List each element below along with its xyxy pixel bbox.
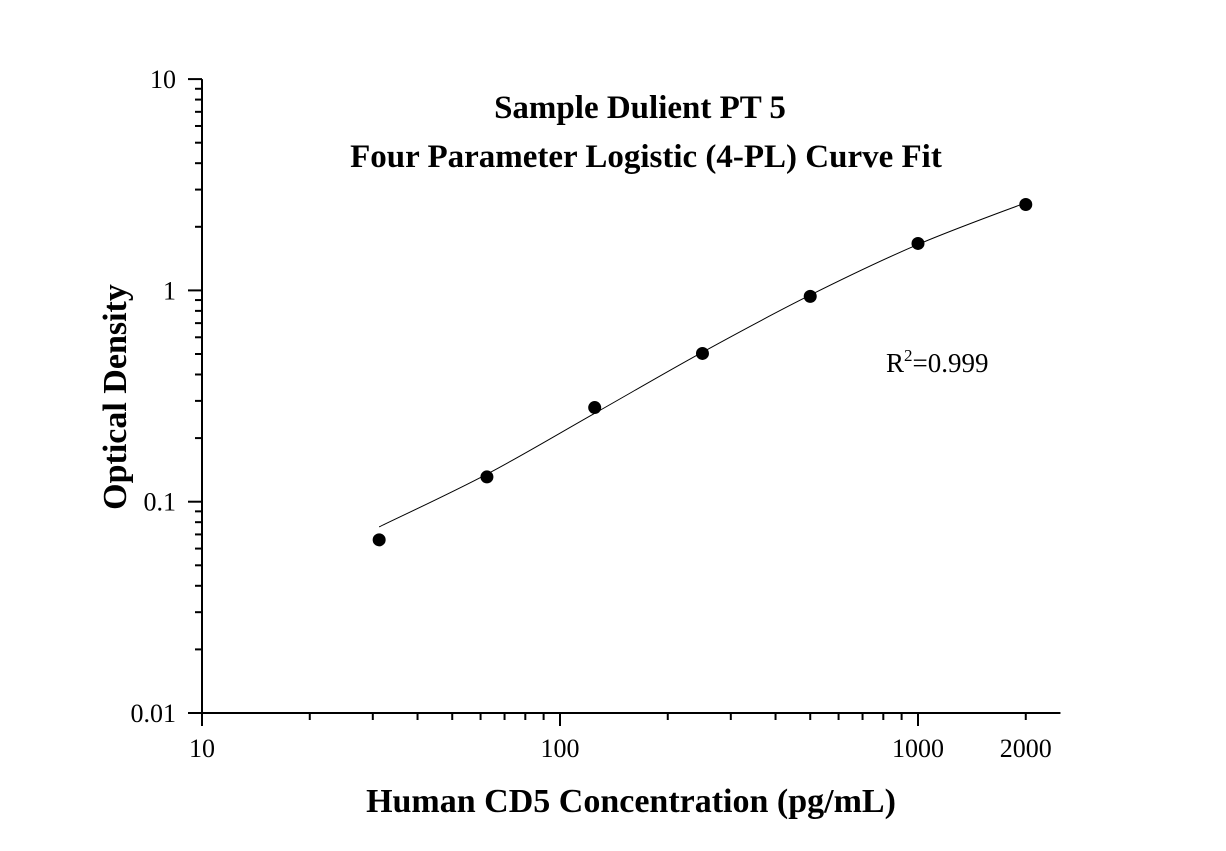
data-point [1019,197,1033,211]
data-point [480,470,494,484]
y-tick-label: 0.1 [144,488,177,517]
x-axis-label: Human CD5 Concentration (pg/mL) [366,783,896,820]
y-axis-label: Optical Density [97,284,134,510]
tick-labels: 10 100 1000 2000 0.01 0.1 1 10 [131,65,1052,763]
y-tick-label: 0.01 [131,699,177,728]
data-point [695,346,709,360]
y-tick-label: 10 [150,65,176,94]
data-points [372,197,1033,547]
data-point [803,289,817,303]
x-tick-label: 10 [189,734,215,763]
data-point [588,401,602,415]
data-point [911,236,925,250]
r-squared-annotation: R2=0.999 [886,346,989,378]
data-point [372,533,386,547]
axes [188,78,1061,726]
y-tick-label: 1 [163,276,176,305]
r-squared-sup: 2 [904,346,913,365]
r-squared-value: =0.999 [913,348,989,378]
r-squared-r: R [886,348,904,378]
x-tick-label: 100 [541,734,580,763]
chart-title-line1: Sample Dulient PT 5 [494,90,786,126]
x-tick-label: 1000 [892,734,944,763]
x-tick-label: 2000 [1000,734,1052,763]
chart-title-line2: Four Parameter Logistic (4-PL) Curve Fit [350,139,942,175]
